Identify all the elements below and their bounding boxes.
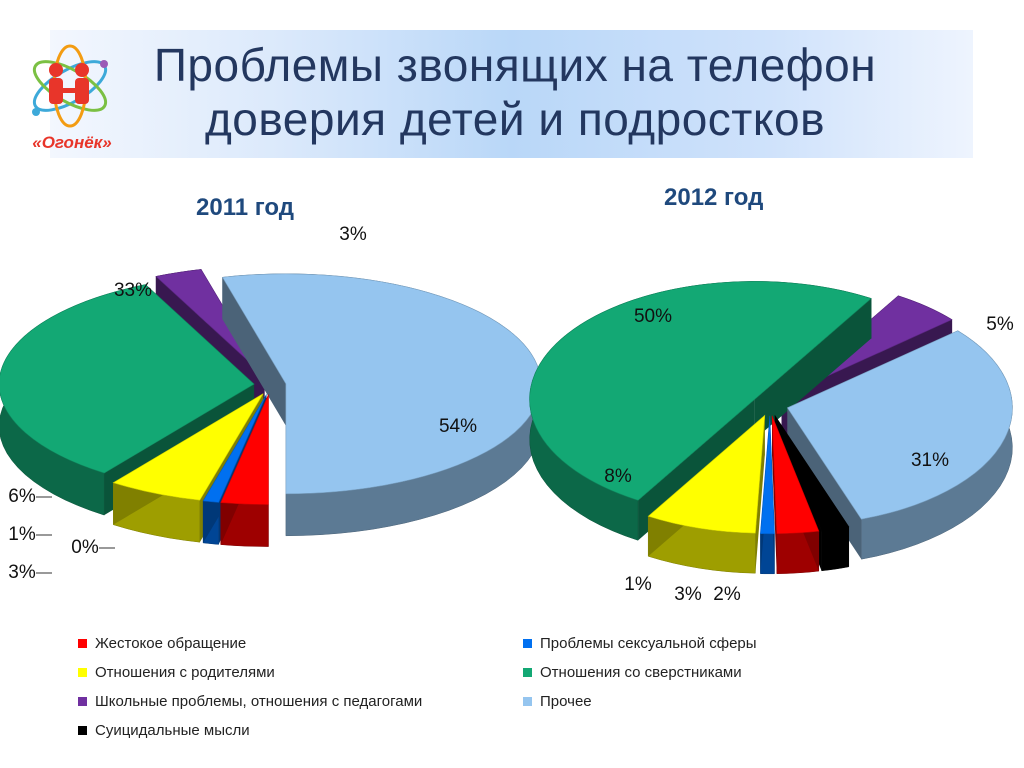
data-label-parents: 6%: [8, 486, 36, 507]
legend-item-parents: Отношения с родителями: [78, 664, 275, 681]
legend-item-suicidal: Суицидальные мысли: [78, 722, 250, 739]
data-label-abuse: 3%: [8, 562, 36, 583]
pie-slice-sexual: [760, 415, 775, 575]
page-title: Проблемы звонящих на телефон доверия дет…: [110, 38, 920, 146]
pie-slice-other: [221, 273, 542, 537]
legend-swatch: [78, 668, 87, 677]
data-label-suicidal: 0%: [71, 537, 99, 558]
pie-slice-abuse: [771, 415, 820, 574]
legend-swatch: [78, 726, 87, 735]
data-label-sexual: 1%: [8, 524, 36, 545]
data-label-abuse: 3%: [674, 584, 702, 605]
legend-item-other: Прочее: [523, 693, 592, 710]
legend-item-abuse: Жестокое обращение: [78, 635, 246, 652]
pie-slice-abuse: [220, 394, 269, 547]
title-band: [50, 30, 973, 158]
data-label-parents: 8%: [604, 466, 632, 487]
logo-text: «Огонёк»: [32, 133, 112, 152]
legend-item-sexual: Проблемы сексуальной сферы: [523, 635, 757, 652]
data-label-peers: 33%: [114, 280, 152, 301]
data-label-suicidal: 2%: [713, 584, 741, 605]
data-label-school: 5%: [986, 314, 1014, 335]
pie-chart-2012: 3% 1% 8% 50% 5% 31% 2%: [529, 281, 1014, 605]
legend-swatch: [523, 668, 532, 677]
legend-swatch: [523, 639, 532, 648]
legend-item-peers: Отношения со сверстниками: [523, 664, 742, 681]
data-label-other: 31%: [911, 450, 949, 471]
legend-swatch: [78, 639, 87, 648]
page-title-line-2: доверия детей и подростков: [204, 93, 826, 145]
legend-swatch: [78, 697, 87, 706]
pie-chart-2011: 3% 1% 6% 33% 3% 54% 0%: [0, 224, 542, 583]
legend-item-school: Школьные проблемы, отношения с педагогам…: [78, 693, 422, 710]
pie-slice-parents: [647, 414, 766, 574]
data-label-peers: 50%: [634, 306, 672, 327]
chart-title-2011: 2011 год: [196, 194, 294, 221]
data-label-sexual: 1%: [624, 574, 652, 595]
ogonek-logo: «Огонёк»: [22, 36, 122, 158]
data-label-school: 3%: [339, 224, 367, 245]
chart-title-2012: 2012 год: [664, 184, 764, 211]
page-title-line-1: Проблемы звонящих на телефон: [153, 39, 877, 91]
data-label-other: 54%: [439, 416, 477, 437]
legend-swatch: [523, 697, 532, 706]
